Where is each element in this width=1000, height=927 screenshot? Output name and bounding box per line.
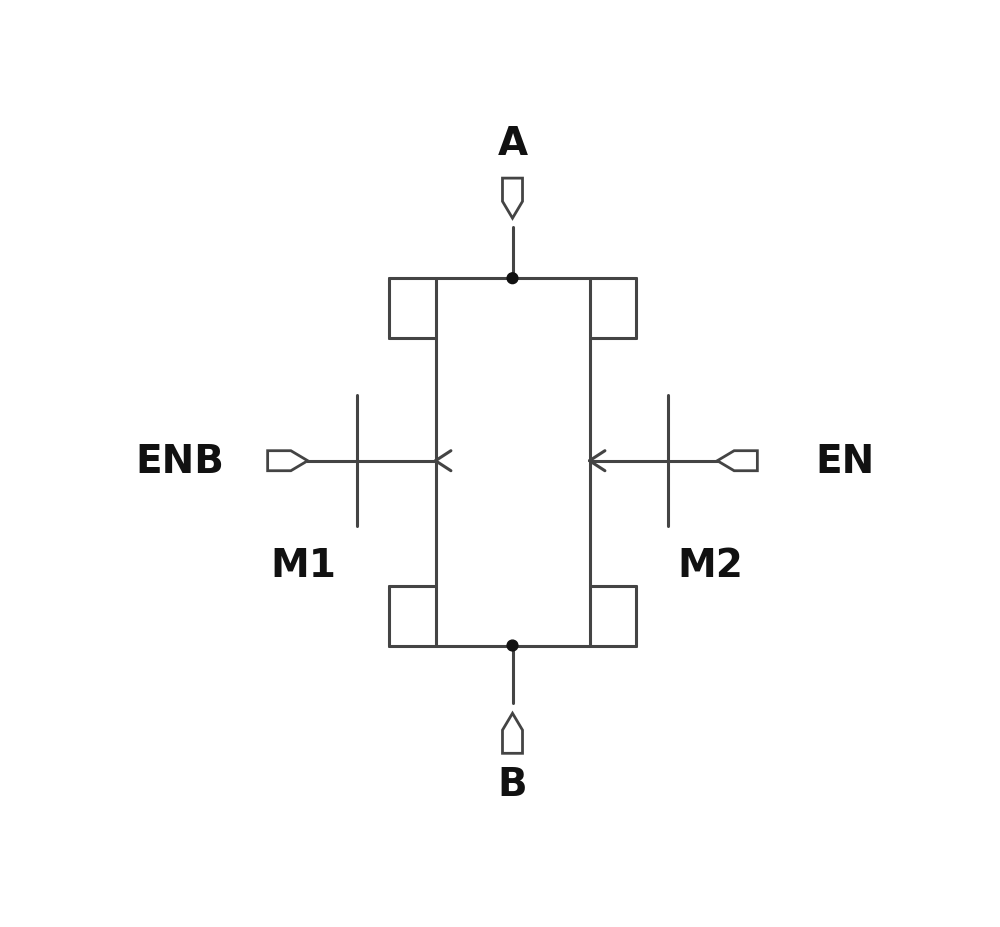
Text: A: A: [497, 124, 528, 162]
Text: EN: EN: [816, 442, 875, 480]
Text: ENB: ENB: [135, 442, 224, 480]
Circle shape: [507, 273, 518, 285]
Circle shape: [507, 641, 518, 651]
Text: M2: M2: [677, 546, 743, 584]
Text: M1: M1: [270, 546, 336, 584]
Text: B: B: [498, 766, 527, 803]
